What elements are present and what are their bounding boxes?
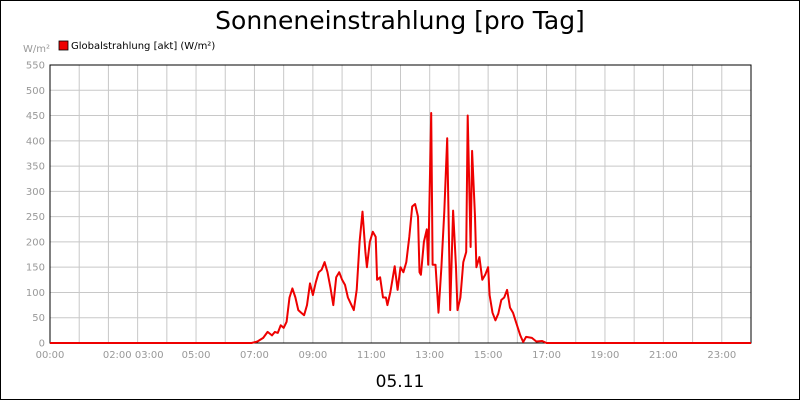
x-tick-label: 15:00 [474,350,503,361]
date-label: 05.11 [376,372,425,392]
y-tick-label: 400 [26,136,45,147]
x-tick-label: 19:00 [591,350,620,361]
x-tick-label: 00:00 [36,350,65,361]
y-tick-label: 300 [26,187,45,198]
x-tick-label: 07:00 [240,350,269,361]
x-tick-label: 11:00 [357,350,386,361]
legend-label: Globalstrahlung [akt] (W/m²) [71,41,215,52]
x-tick-label: 05:00 [182,350,211,361]
y-tick-labels: 0 50 100 150 200 250 300 350 400 450 500 550 [26,61,45,350]
y-tick-label: 550 [26,61,45,72]
x-tick-label: 17:00 [532,350,561,361]
x-tick-labels: 00:00 02:00 03:00 05:00 07:00 09:00 11:00 13:0… [36,350,737,361]
x-tick-label: 02:00 03:00 [103,350,164,361]
legend-swatch [58,40,69,51]
y-tick-label: 100 [26,288,45,299]
y-tick-label: 150 [26,263,45,274]
y-tick-label: 200 [26,237,45,248]
series-line-globalstrahlung [50,112,751,344]
y-tick-label: 350 [26,162,45,173]
y-axis-unit-label: W/m² [23,44,50,55]
y-tick-label: 450 [26,111,45,122]
y-tick-label: 250 [26,212,45,223]
plot-border [49,64,752,344]
x-tick-label: 23:00 [707,350,736,361]
x-tick-label: 09:00 [298,350,327,361]
y-tick-label: 50 [32,313,45,324]
x-tick-label: 21:00 [649,350,678,361]
x-tick-label: 13:00 [415,350,444,361]
chart-title: Sonneneinstrahlung [pro Tag] [215,6,585,35]
y-tick-label: 0 [39,339,45,350]
grid-layer [50,65,751,343]
y-tick-label: 500 [26,86,45,97]
